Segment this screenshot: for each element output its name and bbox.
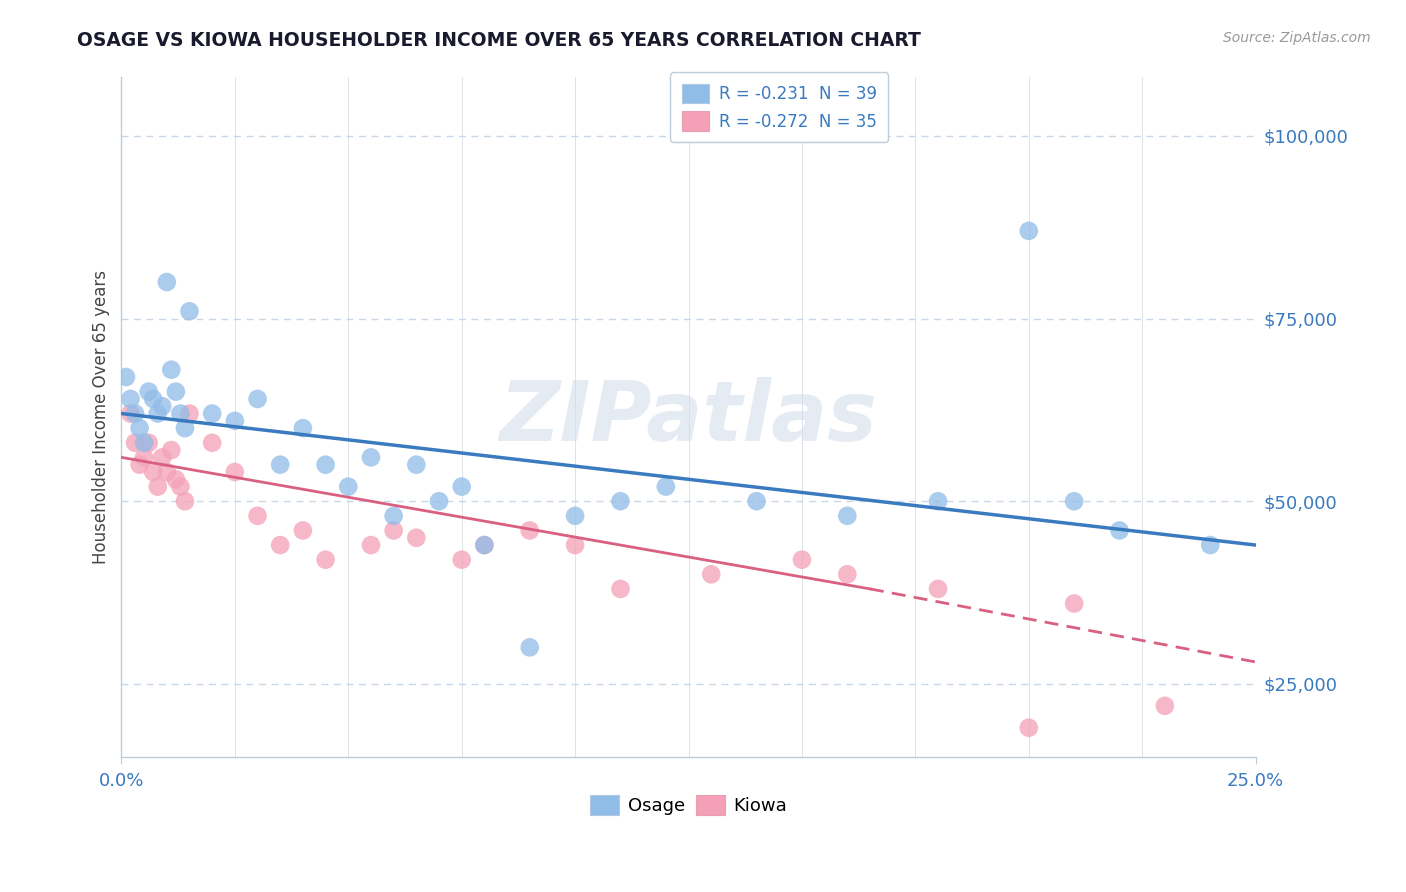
Point bbox=[156, 465, 179, 479]
Point bbox=[128, 458, 150, 472]
Point bbox=[360, 450, 382, 465]
Point bbox=[1018, 224, 1040, 238]
Point bbox=[564, 508, 586, 523]
Text: ZIPatlas: ZIPatlas bbox=[499, 376, 877, 458]
Point bbox=[609, 494, 631, 508]
Point bbox=[927, 494, 949, 508]
Point bbox=[146, 407, 169, 421]
Point bbox=[174, 421, 197, 435]
Point bbox=[146, 480, 169, 494]
Point bbox=[201, 407, 224, 421]
Point bbox=[134, 450, 156, 465]
Point bbox=[745, 494, 768, 508]
Point bbox=[224, 414, 246, 428]
Point bbox=[337, 480, 360, 494]
Point bbox=[427, 494, 450, 508]
Point bbox=[269, 458, 291, 472]
Point bbox=[790, 552, 813, 566]
Point bbox=[179, 304, 201, 318]
Point bbox=[246, 508, 269, 523]
Point bbox=[1018, 721, 1040, 735]
Point bbox=[179, 407, 201, 421]
Text: Source: ZipAtlas.com: Source: ZipAtlas.com bbox=[1223, 31, 1371, 45]
Point bbox=[150, 399, 173, 413]
Point bbox=[382, 524, 405, 538]
Point bbox=[142, 465, 165, 479]
Point bbox=[474, 538, 496, 552]
Point bbox=[128, 421, 150, 435]
Point bbox=[1154, 698, 1177, 713]
Point bbox=[115, 370, 138, 384]
Point bbox=[519, 524, 541, 538]
Point bbox=[124, 407, 146, 421]
Point bbox=[165, 472, 187, 486]
Point bbox=[138, 435, 160, 450]
Point bbox=[142, 392, 165, 406]
Point bbox=[1063, 597, 1085, 611]
Point bbox=[224, 465, 246, 479]
Point bbox=[450, 552, 472, 566]
Point bbox=[927, 582, 949, 596]
Point bbox=[120, 407, 142, 421]
Point bbox=[315, 458, 337, 472]
Point bbox=[837, 567, 859, 582]
Point bbox=[837, 508, 859, 523]
Point bbox=[120, 392, 142, 406]
Point bbox=[405, 458, 427, 472]
Point bbox=[405, 531, 427, 545]
Point bbox=[315, 552, 337, 566]
Point bbox=[174, 494, 197, 508]
Point bbox=[201, 435, 224, 450]
Point bbox=[1199, 538, 1222, 552]
Point bbox=[609, 582, 631, 596]
Point bbox=[169, 480, 191, 494]
Point bbox=[246, 392, 269, 406]
Point bbox=[150, 450, 173, 465]
Point bbox=[134, 435, 156, 450]
Point bbox=[655, 480, 678, 494]
Point bbox=[382, 508, 405, 523]
Legend: Osage, Kiowa: Osage, Kiowa bbox=[582, 788, 794, 822]
Point bbox=[700, 567, 723, 582]
Point bbox=[1063, 494, 1085, 508]
Point bbox=[169, 407, 191, 421]
Point bbox=[291, 524, 314, 538]
Point bbox=[474, 538, 496, 552]
Point bbox=[160, 443, 183, 458]
Point bbox=[291, 421, 314, 435]
Point bbox=[360, 538, 382, 552]
Y-axis label: Householder Income Over 65 years: Householder Income Over 65 years bbox=[93, 270, 110, 565]
Point bbox=[156, 275, 179, 289]
Text: OSAGE VS KIOWA HOUSEHOLDER INCOME OVER 65 YEARS CORRELATION CHART: OSAGE VS KIOWA HOUSEHOLDER INCOME OVER 6… bbox=[77, 31, 921, 50]
Point bbox=[138, 384, 160, 399]
Point bbox=[519, 640, 541, 655]
Point bbox=[160, 362, 183, 376]
Point bbox=[1108, 524, 1130, 538]
Point bbox=[450, 480, 472, 494]
Point bbox=[269, 538, 291, 552]
Point bbox=[124, 435, 146, 450]
Point bbox=[165, 384, 187, 399]
Point bbox=[564, 538, 586, 552]
